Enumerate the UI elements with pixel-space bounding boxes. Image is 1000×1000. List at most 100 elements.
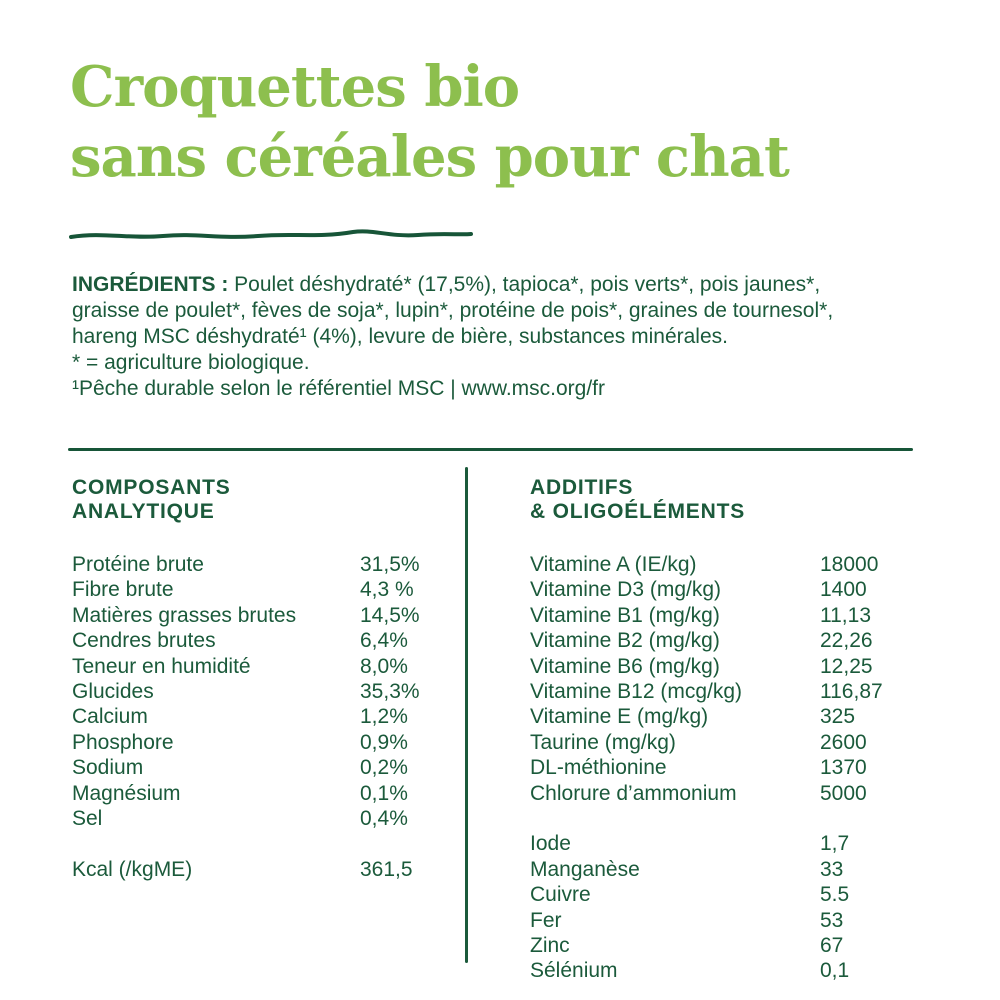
row-value: 8,0% — [360, 654, 408, 678]
row-value: 5.5 — [820, 883, 850, 907]
row-label: Vitamine B1 (mg/kg) — [530, 603, 720, 627]
trace-elements-table: Iode 1,7 Manganèse 33 Cuivre 5.5 Fer 53 Zinc 67 Sé… — [530, 831, 920, 983]
ingredients-paragraph: INGRÉDIENTS : Poulet déshydraté* (17,5%)… — [72, 272, 892, 350]
row-label: Vitamine D3 (mg/kg) — [530, 578, 722, 602]
row-value: 0,2% — [360, 756, 408, 780]
table-row: Vitamine B12 (mcg/kg) 116,87 — [530, 679, 920, 704]
row-value: 33 — [820, 857, 844, 881]
analytical-heading: COMPOSANTS ANALYTIQUE — [72, 476, 466, 524]
row-value: 0,9% — [360, 730, 408, 754]
table-row: Sel 0,4% — [72, 806, 466, 831]
table-row: Glucides 35,3% — [72, 679, 466, 704]
row-label: Taurine (mg/kg) — [530, 730, 676, 754]
analytical-heading-line2: ANALYTIQUE — [72, 500, 215, 523]
vitamins-table: Vitamine A (IE/kg) 18000 Vitamine D3 (mg/k… — [530, 552, 920, 806]
row-label: Vitamine B6 (mg/kg) — [530, 654, 720, 678]
row-value: 6,4% — [360, 629, 408, 653]
row-label: Manganèse — [530, 857, 640, 881]
additives-heading-line2: & OLIGOÉLÉMENTS — [530, 500, 746, 523]
row-value: 0,1 — [820, 959, 850, 983]
row-value: 31,5% — [360, 553, 420, 576]
table-row: Fer 53 — [530, 908, 920, 933]
additives-heading: ADDITIFS & OLIGOÉLÉMENTS — [530, 476, 920, 524]
ingredients-text: Poulet déshydraté* (17,5%), tapioca*, po… — [72, 273, 834, 348]
row-label: Matières grasses brutes — [72, 603, 297, 627]
row-label: Kcal (/kgME) — [72, 857, 193, 881]
ingredients-label: INGRÉDIENTS : — [72, 273, 229, 296]
row-label: Sodium — [72, 756, 144, 780]
additives-heading-line1: ADDITIFS — [530, 476, 634, 499]
wavy-underline-decoration — [69, 229, 473, 239]
column-divider — [465, 467, 468, 963]
row-value: 1370 — [820, 756, 867, 780]
analytical-heading-line1: COMPOSANTS — [72, 476, 231, 499]
row-label: Phosphore — [72, 730, 174, 754]
row-label: Vitamine B2 (mg/kg) — [530, 629, 720, 653]
row-value: 1,2% — [360, 705, 408, 729]
table-row: Sodium 0,2% — [72, 755, 466, 780]
row-label: Iode — [530, 832, 571, 856]
row-label: Teneur en humidité — [72, 654, 251, 678]
table-row: Teneur en humidité 8,0% — [72, 654, 466, 679]
row-label: Vitamine A (IE/kg) — [530, 553, 697, 576]
row-value: 11,13 — [820, 603, 871, 627]
table-row: DL-méthionine 1370 — [530, 755, 920, 780]
row-label: Cuivre — [530, 883, 591, 907]
row-label: Sel — [72, 807, 103, 831]
table-row: Calcium 1,2% — [72, 704, 466, 729]
table-row: Magnésium 0,1% — [72, 781, 466, 806]
row-value: 1,7 — [820, 832, 850, 856]
row-label: Magnésium — [72, 781, 181, 805]
analytical-components-section: COMPOSANTS ANALYTIQUE Protéine brute 31,5… — [72, 476, 466, 882]
kcal-row: Kcal (/kgME) 361,5 — [72, 857, 466, 882]
table-row: Phosphore 0,9% — [72, 730, 466, 755]
row-value: 18000 — [820, 553, 879, 576]
row-value: 2600 — [820, 730, 867, 754]
row-label: DL-méthionine — [530, 756, 667, 780]
table-row: Iode 1,7 — [530, 831, 920, 856]
row-value: 22,26 — [820, 629, 873, 653]
row-label: Vitamine E (mg/kg) — [530, 705, 709, 729]
row-label: Protéine brute — [72, 553, 204, 576]
table-row: Vitamine E (mg/kg) 325 — [530, 704, 920, 729]
table-row: Protéine brute 31,5% — [72, 552, 466, 577]
row-value: 35,3% — [360, 680, 420, 704]
row-label: Zinc — [530, 934, 570, 958]
row-value: 67 — [820, 934, 844, 958]
table-row: Vitamine A (IE/kg) 18000 — [530, 552, 920, 577]
row-value: 5000 — [820, 781, 867, 805]
table-row: Cendres brutes 6,4% — [72, 628, 466, 653]
table-row: Vitamine B6 (mg/kg) 12,25 — [530, 654, 920, 679]
table-row: Chlorure d’ammonium 5000 — [530, 781, 920, 806]
row-value: 12,25 — [820, 654, 873, 678]
table-row: Vitamine D3 (mg/kg) 1400 — [530, 577, 920, 602]
row-value: 0,4% — [360, 807, 408, 831]
row-value: 0,1% — [360, 781, 408, 805]
table-row: Vitamine B1 (mg/kg) 11,13 — [530, 603, 920, 628]
table-row: Sélénium 0,1 — [530, 958, 920, 983]
table-row: Matières grasses brutes 14,5% — [72, 603, 466, 628]
page-title: Croquettes bio sans céréales pour chat — [70, 52, 790, 192]
row-label: Calcium — [72, 705, 148, 729]
additives-section: ADDITIFS & OLIGOÉLÉMENTS Vitamine A (IE/… — [530, 476, 920, 984]
row-label: Glucides — [72, 680, 154, 704]
table-row: Manganèse 33 — [530, 857, 920, 882]
row-value: 1400 — [820, 578, 867, 602]
table-row: Fibre brute 4,3 % — [72, 577, 466, 602]
row-label: Sélénium — [530, 959, 618, 983]
section-divider — [68, 448, 913, 451]
row-value: 53 — [820, 908, 844, 932]
table-row: Taurine (mg/kg) 2600 — [530, 730, 920, 755]
row-value: 14,5% — [360, 603, 420, 627]
page-title-line2: sans céréales pour chat — [70, 124, 790, 190]
organic-note: * = agriculture biologique. — [72, 351, 310, 374]
row-label: Cendres brutes — [72, 629, 216, 653]
table-row: Cuivre 5.5 — [530, 882, 920, 907]
row-label: Fibre brute — [72, 578, 174, 602]
row-label: Vitamine B12 (mcg/kg) — [530, 680, 743, 704]
row-label: Fer — [530, 908, 562, 932]
table-row: Zinc 67 — [530, 933, 920, 958]
page-title-line1: Croquettes bio — [70, 54, 520, 120]
table-row: Vitamine B2 (mg/kg) 22,26 — [530, 628, 920, 653]
